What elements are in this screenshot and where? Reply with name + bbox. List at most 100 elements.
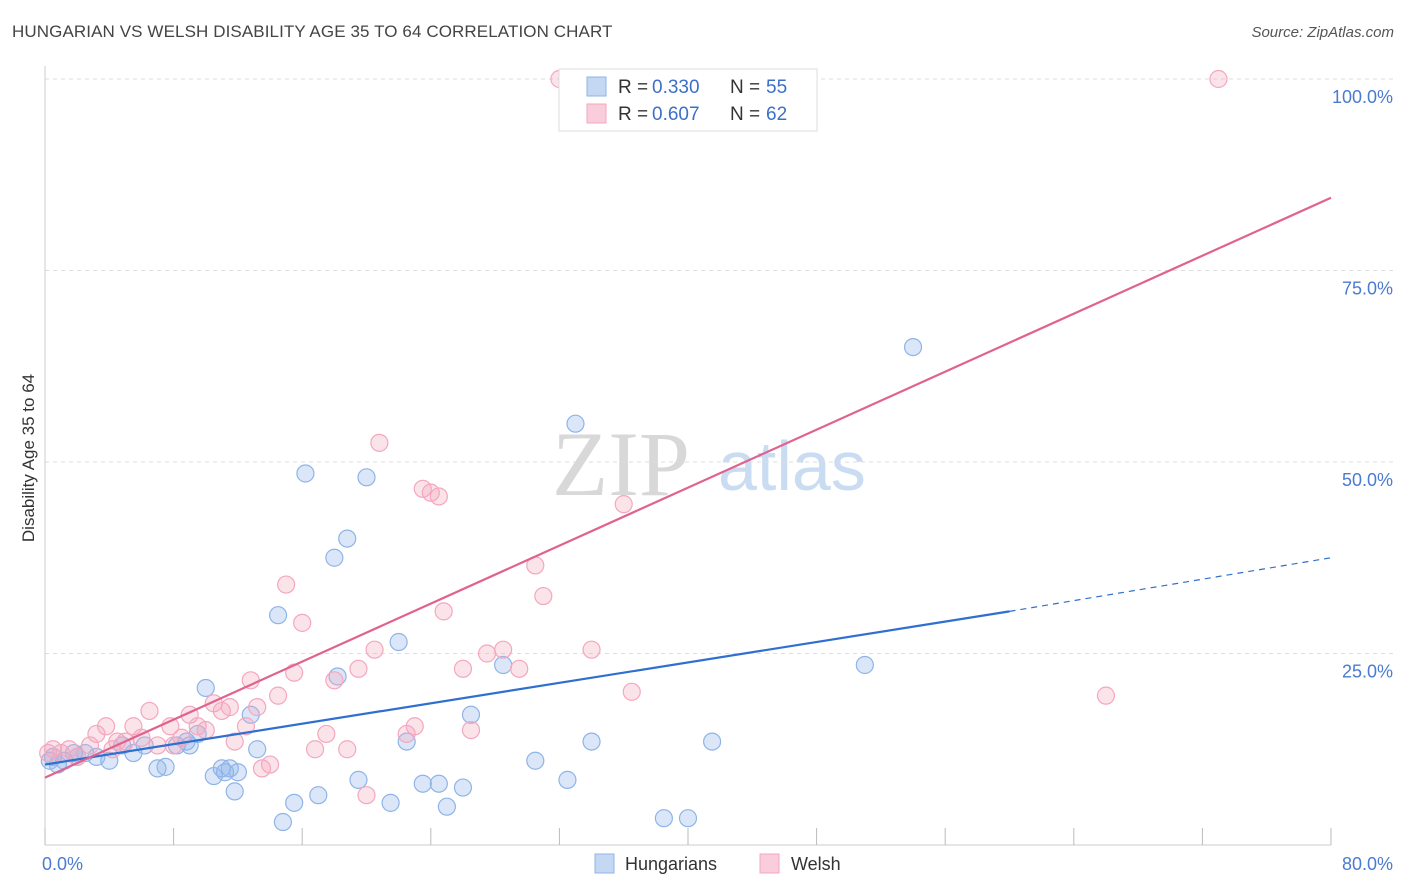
hungarians-point-34 bbox=[357, 468, 376, 487]
hungarians-point-39 bbox=[429, 774, 448, 793]
hungarians-point-29 bbox=[309, 786, 328, 805]
watermark-atlas: atlas bbox=[718, 427, 866, 505]
welsh-trend-line bbox=[44, 196, 1332, 779]
welsh-point-6 bbox=[96, 717, 116, 736]
legend-swatch-hungarians bbox=[586, 76, 607, 97]
legend-welsh-n-value: 62 bbox=[766, 104, 787, 125]
legend-welsh-r-label: R = bbox=[618, 104, 648, 125]
welsh-point-45 bbox=[453, 659, 473, 678]
hungarians-point-33 bbox=[349, 770, 368, 789]
hungarians-point-37 bbox=[397, 732, 416, 751]
welsh-point-22 bbox=[236, 717, 256, 736]
hungarians-point-47 bbox=[582, 732, 601, 751]
y-tick-label-0: 25.0% bbox=[1342, 662, 1393, 682]
welsh-point-4 bbox=[80, 736, 100, 755]
legend-welsh-r-value: 0.607 bbox=[652, 104, 700, 125]
welsh-point-30 bbox=[293, 613, 312, 632]
series-legend-label-hungarians[interactable]: Hungarians bbox=[625, 854, 717, 874]
hungarians-point-43 bbox=[494, 655, 513, 675]
y-tick-label-3: 100.0% bbox=[1332, 87, 1393, 107]
welsh-point-17 bbox=[196, 720, 215, 740]
hungarians-point-26 bbox=[273, 812, 293, 832]
welsh-point-58 bbox=[1209, 69, 1228, 89]
y-tick-label-1: 50.0% bbox=[1342, 470, 1393, 490]
welsh-point-32 bbox=[317, 724, 336, 744]
hungarians-point-42 bbox=[461, 705, 481, 724]
welsh-point-29 bbox=[285, 663, 304, 682]
hungarians-point-48 bbox=[654, 809, 673, 828]
hungarians-point-28 bbox=[296, 464, 315, 483]
chart-title: HUNGARIAN VS WELSH DISABILITY AGE 35 TO … bbox=[12, 22, 613, 41]
welsh-point-5 bbox=[87, 724, 106, 744]
series-legend: Hungarians Welsh bbox=[594, 853, 841, 874]
welsh-point-56 bbox=[622, 682, 641, 701]
hungarians-point-49 bbox=[678, 809, 698, 828]
x-tick-label-1: 80.0% bbox=[1342, 854, 1393, 874]
hungarians-point-44 bbox=[526, 751, 545, 770]
hungarians-point-50 bbox=[703, 732, 722, 751]
hungarians-point-52 bbox=[903, 338, 923, 357]
welsh-point-59 bbox=[39, 743, 58, 763]
welsh-point-37 bbox=[365, 640, 384, 659]
welsh-point-23 bbox=[241, 671, 260, 690]
hungarians-point-24 bbox=[248, 740, 267, 759]
welsh-point-43 bbox=[429, 487, 448, 506]
hungarians-point-45 bbox=[558, 770, 577, 789]
hungarians-point-38 bbox=[413, 774, 432, 793]
legend-welsh-n-label: N = bbox=[730, 104, 760, 125]
hungarians-point-22 bbox=[228, 763, 247, 782]
welsh-point-44 bbox=[434, 602, 453, 621]
welsh-point-35 bbox=[349, 659, 368, 678]
hungarians-point-40 bbox=[437, 797, 456, 816]
hungarians-point-6 bbox=[100, 751, 119, 770]
trend-lines bbox=[44, 196, 1332, 779]
series-legend-swatch-hungarians[interactable] bbox=[594, 853, 615, 874]
welsh-point-24 bbox=[248, 698, 267, 717]
welsh-point-38 bbox=[370, 433, 389, 452]
welsh-point-20 bbox=[220, 698, 239, 717]
grid-lines bbox=[45, 78, 1393, 654]
hungarians-point-16 bbox=[196, 678, 215, 698]
y-axis-label: Disability Age 35 to 64 bbox=[19, 374, 38, 542]
legend-hungarians-n-value: 55 bbox=[766, 77, 787, 98]
hungarians-point-27 bbox=[285, 793, 304, 812]
welsh-point-48 bbox=[494, 640, 513, 659]
hungarians-point-41 bbox=[453, 778, 473, 797]
series-legend-swatch-welsh[interactable] bbox=[759, 853, 780, 874]
welsh-point-54 bbox=[582, 640, 601, 659]
welsh-point-57 bbox=[1096, 686, 1116, 705]
axes bbox=[44, 66, 1332, 846]
welsh-point-47 bbox=[477, 644, 497, 663]
welsh-point-31 bbox=[305, 740, 325, 759]
data-points bbox=[39, 69, 1228, 832]
hungarians-point-51 bbox=[855, 655, 874, 675]
welsh-point-11 bbox=[140, 701, 159, 721]
hungarians-point-25 bbox=[268, 606, 288, 625]
welsh-point-36 bbox=[357, 786, 376, 805]
welsh-point-46 bbox=[461, 720, 481, 740]
tick-labels: 25.0% 50.0% 75.0% 100.0% 0.0% 80.0% bbox=[42, 87, 1393, 874]
welsh-point-28 bbox=[277, 575, 296, 594]
legend-hungarians-n-label: N = bbox=[730, 77, 760, 98]
y-tick-label-2: 75.0% bbox=[1342, 279, 1393, 299]
welsh-point-21 bbox=[225, 732, 244, 751]
hungarians-point-35 bbox=[381, 793, 400, 812]
series-legend-label-welsh[interactable]: Welsh bbox=[791, 854, 841, 874]
stats-legend: R = 0.330 N = 55 R = 0.607 N = 62 bbox=[558, 68, 818, 132]
legend-swatch-welsh bbox=[586, 103, 607, 124]
welsh-point-49 bbox=[510, 659, 529, 678]
hungarians-trend-extension bbox=[1009, 557, 1332, 612]
welsh-point-27 bbox=[268, 686, 288, 705]
hungarians-trend-line bbox=[44, 610, 1010, 766]
welsh-point-40 bbox=[405, 717, 424, 736]
hungarians-point-11 bbox=[156, 757, 175, 776]
welsh-point-55 bbox=[614, 495, 633, 514]
hungarians-point-46 bbox=[566, 414, 585, 433]
legend-hungarians-r-label: R = bbox=[618, 77, 648, 98]
welsh-point-26 bbox=[260, 755, 280, 774]
x-tick-label-0: 0.0% bbox=[42, 854, 83, 874]
chart-source: Source: ZipAtlas.com bbox=[1251, 24, 1394, 41]
welsh-point-33 bbox=[325, 671, 344, 690]
welsh-point-51 bbox=[534, 586, 553, 606]
